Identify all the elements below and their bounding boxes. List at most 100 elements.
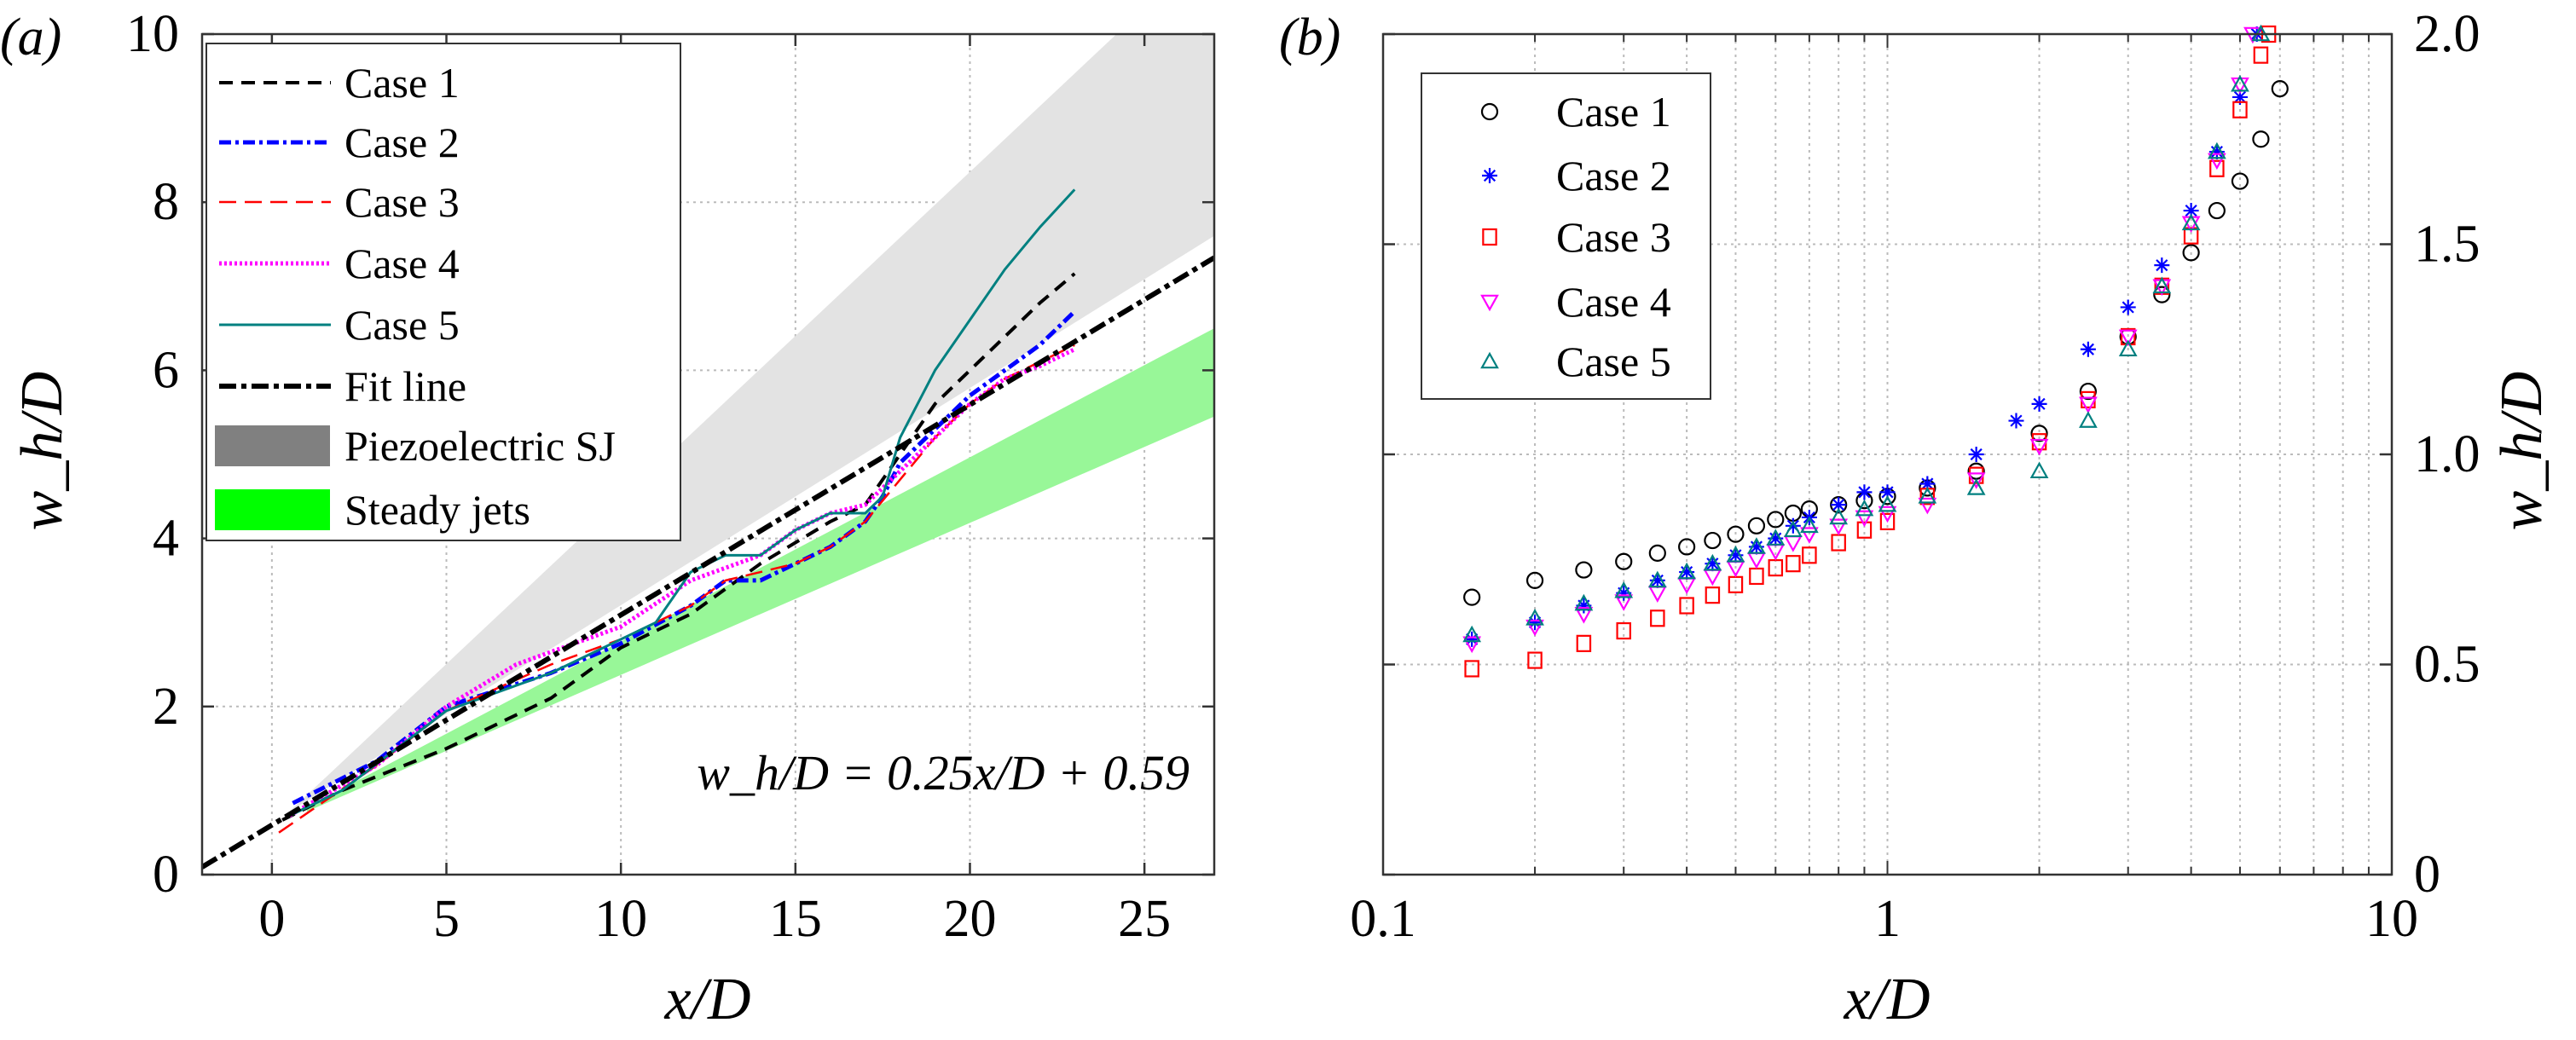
plot-area-b xyxy=(1462,24,2289,678)
marker-triangle-down xyxy=(1480,294,1499,312)
marker-triangle-up xyxy=(2118,339,2138,357)
x-axis-label-a: x/D xyxy=(663,967,750,1032)
legend-label: Case 5 xyxy=(1556,338,1671,385)
x-axis-label-b: x/D xyxy=(1843,967,1930,1032)
marker-triangle-up xyxy=(2208,142,2226,159)
panel-a: 0 5 10 15 20 25 0 2 4 6 8 10 (a) x/D w_h/D w_h/D = 0.25… xyxy=(0,5,1216,1032)
marker-triangle-down xyxy=(1462,636,1482,654)
y-tick-label: 6 xyxy=(153,341,179,399)
marker-asterisk xyxy=(1649,572,1665,588)
marker-asterisk xyxy=(2120,299,2136,315)
marker-triangle-up xyxy=(1462,625,1482,643)
band-steady-jets xyxy=(306,328,1214,812)
panel-label-a: (a) xyxy=(0,9,61,66)
legend-label: Steady jets xyxy=(344,486,530,534)
marker-square xyxy=(2253,46,2269,64)
marker-triangle-up xyxy=(1726,546,1745,563)
x-tick-label: 20 xyxy=(943,890,996,948)
x-tick-label: 10 xyxy=(2365,890,2418,948)
marker-triangle-down xyxy=(1703,569,1722,586)
y-tick-label: 0.5 xyxy=(2414,636,2480,694)
marker-triangle-up xyxy=(1918,487,1937,504)
x-tick-label: 5 xyxy=(433,890,460,948)
legend-label: Case 1 xyxy=(1556,88,1671,136)
marker-triangle-up xyxy=(1766,529,1786,546)
panel-label-b: (b) xyxy=(1279,9,1340,66)
marker-square xyxy=(1856,521,1873,539)
marker-triangle-up xyxy=(1525,609,1544,626)
marker-square xyxy=(1616,621,1631,640)
x-tick-label: 0.1 xyxy=(1350,890,1416,948)
marker-triangle-up xyxy=(1800,516,1819,534)
plot-area-a xyxy=(202,34,1214,870)
series-line-case-1 xyxy=(281,272,1076,822)
marker-triangle-down xyxy=(1647,586,1667,603)
x-tick-label: 10 xyxy=(594,890,647,948)
marker-circle xyxy=(2079,382,2097,401)
marker-circle xyxy=(2252,130,2270,148)
legend-box-b xyxy=(1421,72,1711,400)
y-axis-label-a: w_h/D xyxy=(9,372,75,531)
y-tick-label: 2.0 xyxy=(2414,5,2480,63)
legend-label: Case 4 xyxy=(344,240,460,287)
marker-triangle-up xyxy=(1480,351,1499,369)
marker-triangle-down xyxy=(1747,552,1766,569)
marker-square xyxy=(1576,634,1592,652)
marker-asterisk xyxy=(1968,447,1984,462)
x-tick-label: 1 xyxy=(1874,890,1901,948)
marker-triangle-down xyxy=(2079,396,2098,414)
marker-triangle-up xyxy=(1855,499,1874,517)
y-tick-label: 2 xyxy=(153,678,179,736)
marker-asterisk xyxy=(1616,585,1632,601)
marker-triangle-up xyxy=(2079,411,2098,428)
marker-triangle-up xyxy=(1878,494,1897,512)
y-tick-label: 8 xyxy=(153,173,179,231)
marker-asterisk xyxy=(1919,476,1936,492)
marker-triangle-down xyxy=(1783,535,1803,552)
marker-triangle-down xyxy=(2029,438,2049,456)
marker-circle xyxy=(1463,588,1481,606)
marker-square xyxy=(2183,227,2199,245)
marker-triangle-up xyxy=(1647,570,1667,588)
x-tick-label: 25 xyxy=(1118,890,1171,948)
marker-triangle-up xyxy=(1829,507,1849,525)
marker-triangle-down xyxy=(1878,506,1897,523)
marker-circle xyxy=(2271,79,2289,98)
marker-circle xyxy=(1480,102,1499,121)
series-case-2 xyxy=(1464,26,2265,647)
marker-square xyxy=(1705,586,1721,604)
marker-triangle-up xyxy=(1966,478,1986,495)
marker-triangle-up xyxy=(1677,562,1696,580)
series-case-5 xyxy=(1462,24,2271,643)
y-tick-label: 1.5 xyxy=(2414,216,2480,274)
marker-triangle-up xyxy=(1783,520,1803,538)
legend-label: Case 5 xyxy=(344,301,460,349)
marker-asterisk xyxy=(2008,413,2024,429)
marker-triangle-down xyxy=(1800,527,1819,544)
marker-asterisk xyxy=(1879,484,1896,500)
legend-label: Case 4 xyxy=(1556,278,1671,326)
marker-asterisk xyxy=(1527,615,1543,631)
marker-triangle-up xyxy=(2152,276,2172,294)
marker-square xyxy=(1679,597,1694,615)
marker-circle xyxy=(2153,286,2171,303)
marker-triangle-down xyxy=(1918,497,1937,515)
y-axis-label-b: w_h/D xyxy=(2489,372,2555,531)
marker-asterisk xyxy=(1831,497,1847,513)
marker-triangle-up xyxy=(1747,537,1766,554)
marker-square xyxy=(1527,651,1543,669)
legend-label: Case 3 xyxy=(344,178,460,226)
y-tick-label: 4 xyxy=(153,510,179,568)
legend-label: Fit line xyxy=(344,362,466,410)
marker-asterisk xyxy=(1728,547,1744,563)
marker-square xyxy=(1879,512,1896,530)
legend-label: Case 1 xyxy=(344,59,460,107)
axes-frame-a xyxy=(200,32,1216,876)
y-tick-label: 0 xyxy=(153,846,179,904)
x-tick-label: 15 xyxy=(769,890,822,948)
marker-square xyxy=(1786,555,1801,573)
marker-asterisk xyxy=(1705,556,1721,572)
series-case-3 xyxy=(1464,25,2277,678)
marker-circle xyxy=(1615,552,1633,570)
